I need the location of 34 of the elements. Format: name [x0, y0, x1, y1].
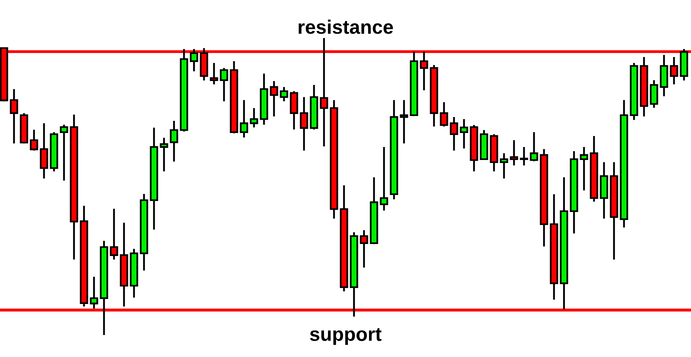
ref-line-label: support	[310, 328, 382, 345]
candlestick	[360, 229, 368, 268]
candlestick	[190, 48, 198, 72]
candlestick	[440, 101, 448, 128]
candlestick	[450, 116, 458, 152]
candlestick	[40, 122, 48, 180]
candlestick	[90, 276, 98, 310]
candlestick	[510, 139, 518, 166]
candlestick	[670, 56, 678, 86]
candlestick	[520, 146, 528, 166]
candlestick	[160, 136, 168, 172]
candlestick	[400, 99, 408, 144]
candlestick	[580, 146, 588, 192]
candlestick	[110, 208, 118, 260]
candlestick	[60, 124, 68, 182]
candlestick	[380, 146, 388, 212]
candlestick	[660, 54, 668, 98]
candlestick	[220, 67, 228, 102]
candlestick	[600, 161, 608, 220]
candlestick	[170, 120, 178, 162]
candlestick	[210, 62, 218, 86]
candlestick	[280, 86, 288, 102]
candlestick	[30, 128, 38, 152]
candlestick	[290, 90, 298, 130]
candlestick	[460, 118, 468, 150]
candlestick	[240, 99, 248, 138]
candlestick	[300, 96, 308, 152]
candlestick	[500, 152, 508, 180]
candlestick	[250, 107, 258, 128]
ref-line-label: resistance	[298, 20, 393, 34]
candlestick	[650, 79, 658, 109]
candlestick	[10, 88, 18, 144]
candlestick	[270, 80, 278, 118]
candlestick	[530, 131, 538, 162]
